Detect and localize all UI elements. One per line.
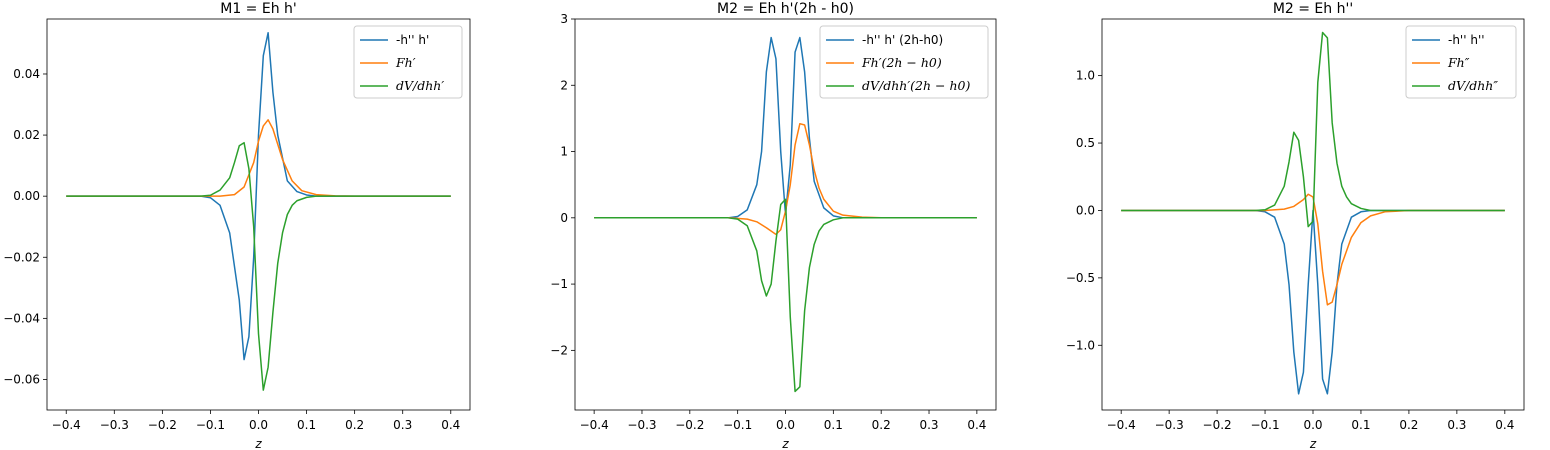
series-line-2: [594, 122, 977, 236]
legend: -h'' h' Fh′ dV/dhh′: [353, 25, 463, 99]
y-tick-label: 0.5: [1076, 136, 1095, 150]
series-line-1: [66, 32, 451, 361]
x-tick-label: 0.1: [824, 418, 843, 432]
legend-label-1: -h'' h' (2h-h0): [862, 33, 943, 47]
x-axis-label: z: [254, 437, 262, 450]
x-axis-label: z: [781, 437, 789, 450]
x-tick-label: 0.2: [872, 418, 891, 432]
x-tick-label: −0.4: [580, 418, 609, 432]
x-tick-label: 0.0: [249, 418, 268, 432]
x-tick-label: 0.3: [919, 418, 938, 432]
x-tick-label: 0.1: [297, 418, 316, 432]
chart-1: M1 = Eh h' −0.4 −0.3 −0.2 −0.1 0.0 0.1 0.2 0.3 0.…: [3, 1, 471, 450]
y-tick-label: −0.06: [3, 372, 40, 386]
x-tick-label: −0.4: [52, 418, 81, 432]
x-tick-label: 0.4: [967, 418, 986, 432]
series-line-3: [594, 198, 977, 393]
x-axis-label: z: [1309, 437, 1317, 450]
x-tick-label: 0.0: [776, 418, 795, 432]
x-tick-label: 0.4: [441, 418, 460, 432]
y-tick-label: −0.02: [3, 250, 40, 264]
legend-label-1: -h'' h': [396, 33, 429, 47]
x-tick-label: −0.1: [196, 418, 225, 432]
chart-3: M2 = Eh h'' −0.4 −0.3 −0.2 −0.1 0.0 0.1 0.2 0.3 0…: [1066, 1, 1525, 450]
x-tick-label: −0.1: [1250, 418, 1279, 432]
x-tick-label: 0.2: [1399, 418, 1418, 432]
legend-label-2: Fh″: [1447, 55, 1470, 70]
x-tick-label: −0.3: [1155, 418, 1184, 432]
legend-box: [353, 25, 463, 99]
series-line-3: [1121, 31, 1505, 228]
series-line-3: [66, 141, 451, 391]
legend: -h'' h' (2h-h0) Fh′(2h − h0) dV/dhh′(2h − …: [819, 25, 989, 99]
series-line-1: [1121, 209, 1505, 395]
x-tick-label: 0.0: [1303, 418, 1322, 432]
x-tick-label: 0.2: [345, 418, 364, 432]
y-tick-label: −0.5: [1066, 271, 1095, 285]
legend-label-3: dV/dhh′: [396, 78, 444, 93]
legend-box: [1405, 25, 1517, 99]
legend-label-1: -h'' h'': [1448, 33, 1485, 47]
y-tick-label: 1: [560, 145, 568, 159]
y-tick-label: −0.04: [3, 311, 40, 325]
series-line-2: [1121, 193, 1505, 306]
y-tick-label: 0.00: [13, 189, 40, 203]
x-tick-label: −0.3: [100, 418, 129, 432]
legend-label-3: dV/dhh′(2h − h0): [862, 78, 970, 93]
x-tick-label: −0.4: [1107, 418, 1136, 432]
y-tick-label: 0.0: [1076, 203, 1095, 217]
x-tick-label: −0.3: [627, 418, 656, 432]
chart-2: M2 = Eh h'(2h - h0) −0.4 −0.3 −0.2 −0.1 0.0 0.…: [550, 1, 997, 450]
y-tick-label: 0.04: [13, 67, 40, 81]
legend-label-2: Fh′(2h − h0): [861, 55, 942, 70]
y-tick-label: −1: [550, 277, 568, 291]
chart-title: M2 = Eh h'': [1273, 1, 1353, 17]
y-tick-label: −2: [550, 343, 568, 357]
legend-label-3: dV/dhh″: [1448, 78, 1498, 93]
x-tick-label: 0.4: [1495, 418, 1514, 432]
chart-title: M1 = Eh h': [220, 1, 297, 17]
x-tick-label: −0.2: [1203, 418, 1232, 432]
x-tick-label: 0.3: [1447, 418, 1466, 432]
x-tick-label: 0.3: [393, 418, 412, 432]
legend-label-2: Fh′: [395, 55, 416, 70]
y-tick-label: 0: [560, 211, 568, 225]
chart-title: M2 = Eh h'(2h - h0): [717, 1, 854, 17]
legend: -h'' h'' Fh″ dV/dhh″: [1405, 25, 1517, 99]
y-tick-label: 2: [560, 78, 568, 92]
x-tick-label: −0.2: [675, 418, 704, 432]
y-tick-label: 1.0: [1076, 69, 1095, 83]
x-tick-label: −0.1: [723, 418, 752, 432]
y-tick-label: −1.0: [1066, 338, 1095, 352]
y-tick-label: 3: [560, 12, 568, 26]
y-tick-label: 0.02: [13, 128, 40, 142]
x-tick-label: −0.2: [148, 418, 177, 432]
legend-box: [819, 25, 989, 99]
series-line-2: [66, 119, 451, 197]
x-tick-label: 0.1: [1351, 418, 1370, 432]
